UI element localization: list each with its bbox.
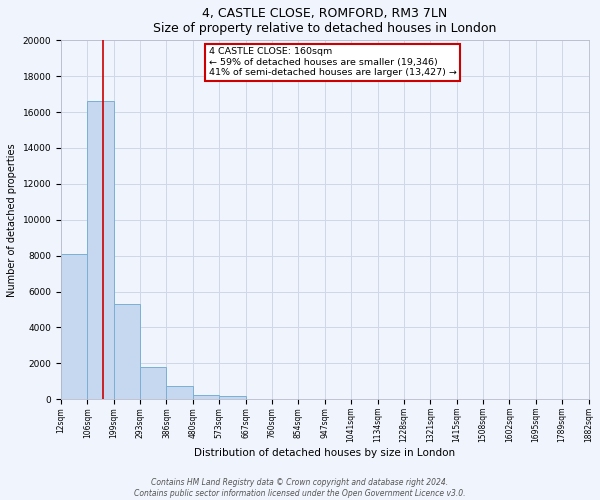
Bar bbox=[219, 396, 245, 399]
X-axis label: Distribution of detached houses by size in London: Distribution of detached houses by size … bbox=[194, 448, 455, 458]
Text: Contains HM Land Registry data © Crown copyright and database right 2024.
Contai: Contains HM Land Registry data © Crown c… bbox=[134, 478, 466, 498]
Title: 4, CASTLE CLOSE, ROMFORD, RM3 7LN
Size of property relative to detached houses i: 4, CASTLE CLOSE, ROMFORD, RM3 7LN Size o… bbox=[153, 7, 496, 35]
Bar bbox=[193, 394, 219, 399]
Bar bbox=[61, 254, 88, 399]
Bar bbox=[114, 304, 140, 399]
Bar bbox=[166, 386, 193, 399]
Bar bbox=[140, 367, 166, 399]
Y-axis label: Number of detached properties: Number of detached properties bbox=[7, 143, 17, 296]
Text: 4 CASTLE CLOSE: 160sqm
← 59% of detached houses are smaller (19,346)
41% of semi: 4 CASTLE CLOSE: 160sqm ← 59% of detached… bbox=[209, 48, 457, 78]
Bar bbox=[88, 102, 114, 399]
